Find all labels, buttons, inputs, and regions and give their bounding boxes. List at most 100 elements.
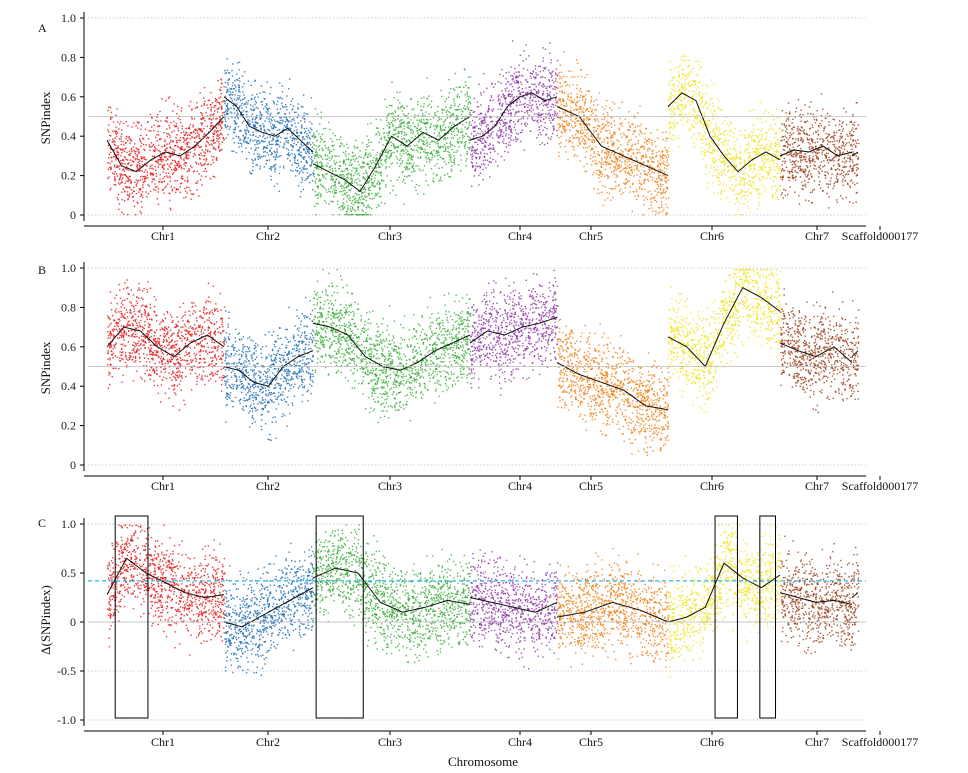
- data-point: [164, 139, 165, 140]
- data-point: [430, 119, 431, 120]
- data-point: [317, 114, 318, 115]
- data-point: [469, 125, 470, 126]
- data-point: [213, 176, 214, 177]
- data-point: [304, 112, 305, 113]
- data-point: [266, 147, 267, 148]
- data-point: [401, 144, 402, 145]
- data-point: [341, 191, 342, 192]
- data-point: [211, 110, 212, 111]
- data-point: [300, 120, 301, 121]
- data-point: [264, 120, 265, 121]
- data-point: [429, 147, 430, 148]
- data-point: [292, 119, 293, 120]
- data-point: [464, 118, 465, 119]
- data-point: [224, 118, 225, 119]
- data-point: [431, 168, 432, 169]
- data-point: [292, 109, 293, 110]
- data-point: [172, 141, 173, 142]
- data-point: [209, 144, 210, 145]
- data-point: [112, 130, 113, 131]
- data-point: [144, 178, 145, 179]
- data-point: [152, 181, 153, 182]
- data-point: [170, 155, 171, 156]
- data-point: [203, 118, 204, 119]
- data-point: [237, 114, 238, 115]
- data-point: [175, 126, 176, 127]
- data-point: [438, 117, 439, 118]
- data-point: [253, 110, 254, 111]
- data-point: [184, 180, 185, 181]
- data-point: [135, 214, 136, 215]
- data-point: [295, 126, 296, 127]
- data-point: [268, 142, 269, 143]
- data-point: [347, 209, 348, 210]
- data-point: [110, 149, 111, 150]
- data-point: [309, 121, 310, 122]
- data-point: [129, 138, 130, 139]
- data-point: [267, 152, 268, 153]
- data-point: [239, 69, 240, 70]
- data-point: [223, 100, 224, 101]
- data-point: [361, 209, 362, 210]
- data-point: [158, 191, 159, 192]
- data-point: [122, 174, 123, 175]
- data-point: [289, 112, 290, 113]
- data-point: [183, 158, 184, 159]
- data-point: [467, 129, 468, 130]
- data-point: [292, 138, 293, 139]
- data-point: [154, 146, 155, 147]
- data-point: [303, 94, 304, 95]
- data-point: [164, 141, 165, 142]
- data-point: [199, 158, 200, 159]
- data-point: [134, 206, 135, 207]
- data-point: [260, 158, 261, 159]
- data-point: [194, 154, 195, 155]
- data-point: [119, 138, 120, 139]
- data-point: [195, 162, 196, 163]
- data-point: [159, 139, 160, 140]
- data-point: [165, 160, 166, 161]
- data-point: [165, 150, 166, 151]
- data-point: [201, 118, 202, 119]
- data-point: [271, 119, 272, 120]
- data-point: [140, 129, 141, 130]
- data-point: [188, 152, 189, 153]
- data-point: [194, 138, 195, 139]
- data-point: [245, 132, 246, 133]
- data-point: [456, 128, 457, 129]
- data-point: [161, 98, 162, 99]
- data-point: [249, 172, 250, 173]
- data-point: [115, 115, 116, 116]
- data-point: [123, 123, 124, 124]
- data-point: [406, 134, 407, 135]
- data-point: [467, 95, 468, 96]
- data-point: [282, 91, 283, 92]
- data-point: [288, 149, 289, 150]
- data-point: [448, 126, 449, 127]
- data-point: [404, 138, 405, 139]
- data-point: [316, 152, 317, 153]
- data-point: [372, 184, 373, 185]
- data-point: [164, 156, 165, 157]
- data-point: [245, 111, 246, 112]
- data-point: [241, 105, 242, 106]
- data-point: [118, 152, 119, 153]
- data-point: [291, 101, 292, 102]
- data-point: [245, 133, 246, 134]
- data-point: [301, 144, 302, 145]
- data-point: [277, 113, 278, 114]
- data-point: [219, 104, 220, 105]
- data-point: [355, 179, 356, 180]
- data-point: [233, 129, 234, 130]
- snp-index-figure: ASNPindex1.00.80.60.40.20Chr1 Chr2 Chr3 Chr…: [0, 0, 968, 773]
- data-point: [129, 196, 130, 197]
- data-point: [239, 130, 240, 131]
- data-point: [120, 177, 121, 178]
- data-point: [260, 166, 261, 167]
- data-point: [257, 137, 258, 138]
- data-point: [232, 92, 233, 93]
- data-point: [303, 148, 304, 149]
- data-point: [307, 114, 308, 115]
- data-point: [140, 145, 141, 146]
- data-point: [127, 164, 128, 165]
